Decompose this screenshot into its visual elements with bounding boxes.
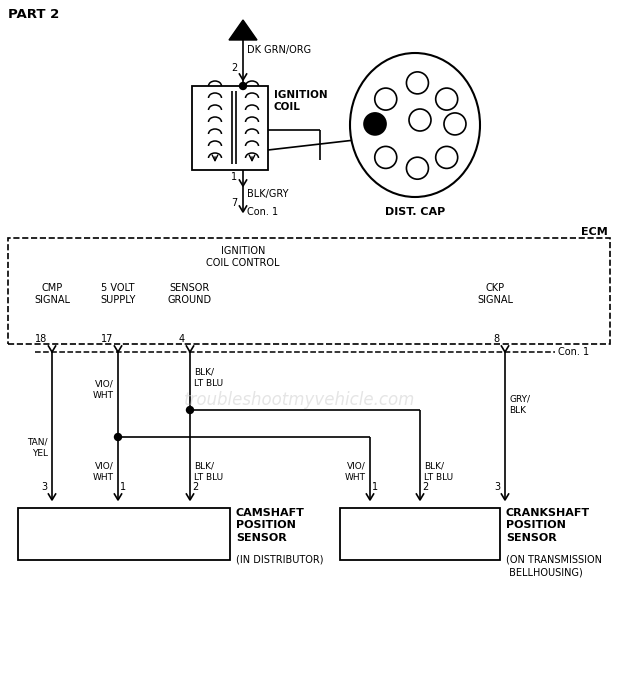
Text: IGNITION
COIL: IGNITION COIL (274, 90, 328, 113)
Text: BLK/
LT BLU: BLK/ LT BLU (194, 368, 223, 388)
Text: IGNITION
COIL CONTROL: IGNITION COIL CONTROL (206, 246, 280, 268)
Text: Con. 1: Con. 1 (558, 347, 589, 357)
Circle shape (375, 88, 397, 110)
Text: PART 2: PART 2 (8, 8, 59, 21)
Text: 2: 2 (192, 482, 198, 492)
Text: A: A (239, 24, 248, 36)
Text: 3: 3 (452, 119, 459, 129)
FancyBboxPatch shape (192, 86, 268, 170)
Circle shape (375, 146, 397, 169)
Text: CRANKSHAFT
POSITION
SENSOR: CRANKSHAFT POSITION SENSOR (506, 508, 590, 542)
Text: 8: 8 (414, 78, 421, 88)
Text: 17: 17 (101, 334, 113, 344)
Text: 1: 1 (372, 482, 378, 492)
Text: VIO/
WHT: VIO/ WHT (93, 462, 114, 482)
Text: (IN DISTRIBUTOR): (IN DISTRIBUTOR) (236, 555, 323, 565)
Circle shape (407, 158, 428, 179)
Circle shape (114, 433, 122, 440)
FancyBboxPatch shape (340, 508, 500, 560)
Text: 5 VOLT
SUPPLY: 5 VOLT SUPPLY (100, 283, 136, 305)
Text: 4: 4 (179, 334, 185, 344)
Text: SENSOR
GROUND: SENSOR GROUND (168, 283, 212, 305)
Text: VIO/
WHT: VIO/ WHT (93, 380, 114, 400)
Text: 6: 6 (443, 153, 450, 162)
Text: GRY/
BLK: GRY/ BLK (509, 395, 530, 415)
Text: (ON TRANSMISSION
 BELLHOUSING): (ON TRANSMISSION BELLHOUSING) (506, 555, 602, 578)
Text: CMP
SIGNAL: CMP SIGNAL (34, 283, 70, 305)
Text: ECM: ECM (582, 227, 608, 237)
Text: Con. 1: Con. 1 (247, 207, 278, 217)
Text: 3: 3 (494, 482, 500, 492)
Text: troubleshootmyvehicle.com: troubleshootmyvehicle.com (184, 391, 416, 409)
FancyBboxPatch shape (18, 508, 230, 560)
Text: 1: 1 (231, 172, 237, 182)
Text: 2: 2 (422, 482, 428, 492)
Text: 4: 4 (443, 94, 450, 104)
Circle shape (187, 407, 193, 414)
Text: DIST. CAP: DIST. CAP (385, 207, 445, 217)
Text: 18: 18 (35, 334, 47, 344)
Circle shape (407, 72, 428, 94)
Text: BLK/GRY: BLK/GRY (247, 189, 289, 199)
Text: DK GRN/ORG: DK GRN/ORG (247, 45, 311, 55)
Text: CAMSHAFT
POSITION
SENSOR: CAMSHAFT POSITION SENSOR (236, 508, 305, 542)
Ellipse shape (350, 53, 480, 197)
Text: TAN/
YEL: TAN/ YEL (27, 438, 48, 458)
Text: BLK/
LT BLU: BLK/ LT BLU (194, 462, 223, 482)
Circle shape (444, 113, 466, 135)
Text: CKP
SIGNAL: CKP SIGNAL (477, 283, 513, 305)
Text: 5: 5 (414, 163, 421, 173)
FancyBboxPatch shape (8, 238, 610, 344)
Text: VIO/
WHT: VIO/ WHT (345, 462, 366, 482)
Polygon shape (229, 20, 257, 40)
Text: 3: 3 (41, 482, 47, 492)
Text: BLK/
LT BLU: BLK/ LT BLU (424, 462, 453, 482)
Circle shape (364, 113, 386, 135)
Text: 2: 2 (371, 119, 378, 129)
Text: 8: 8 (494, 334, 500, 344)
Text: 2: 2 (231, 63, 237, 73)
Circle shape (436, 88, 458, 110)
Circle shape (409, 109, 431, 131)
Text: 1: 1 (120, 482, 126, 492)
Circle shape (240, 83, 247, 90)
Circle shape (436, 146, 458, 169)
Text: 7: 7 (383, 153, 389, 162)
Text: 1: 1 (383, 94, 389, 104)
Text: 7: 7 (231, 198, 237, 208)
